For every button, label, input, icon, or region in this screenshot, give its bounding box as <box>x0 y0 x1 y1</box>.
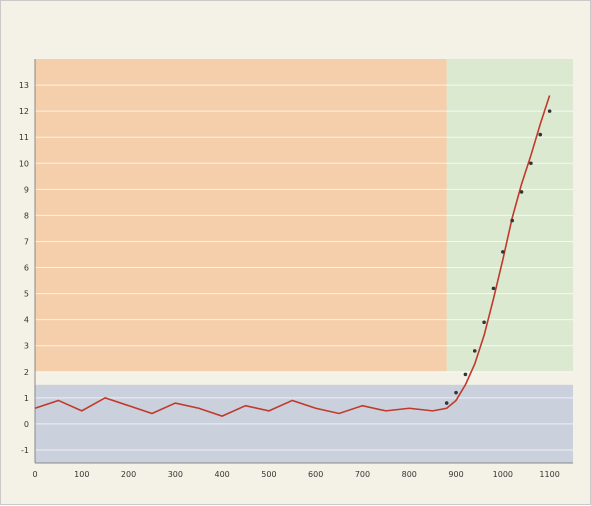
y-tick-label: 4 <box>24 316 29 325</box>
x-tick-label: 1000 <box>493 470 513 479</box>
y-tick-label: 6 <box>24 264 29 273</box>
x-tick-label: 100 <box>74 470 89 479</box>
series-point-1 <box>529 161 533 166</box>
x-tick-label: 700 <box>355 470 370 479</box>
series-point-1 <box>472 349 477 353</box>
series-point-1 <box>510 218 514 223</box>
series-point-1 <box>538 132 543 137</box>
y-tick-label: 3 <box>24 342 29 351</box>
y-tick-label: 5 <box>24 290 29 299</box>
y-tick-label: 10 <box>19 159 29 168</box>
series-point-1 <box>547 109 552 113</box>
series-point-1 <box>501 250 505 254</box>
x-tick-label: 1100 <box>539 470 559 479</box>
y-tick-label: 0 <box>24 420 29 429</box>
x-tick-label: 400 <box>214 470 229 479</box>
x-tick-label: 0 <box>32 470 37 479</box>
y-tick-label: 12 <box>19 107 29 116</box>
x-tick-label: 800 <box>402 470 417 479</box>
y-tick-label: 8 <box>24 211 29 220</box>
y-tick-label: 9 <box>24 185 29 194</box>
x-tick-label: 200 <box>121 470 136 479</box>
y-tick-label: -1 <box>21 446 29 455</box>
y-tick-label: 2 <box>24 368 29 377</box>
y-tick-label: 7 <box>24 237 29 246</box>
series-point-1 <box>491 286 496 291</box>
x-tick-label: 900 <box>448 470 463 479</box>
y-tick-label: 11 <box>19 133 29 142</box>
x-tick-label: 500 <box>261 470 276 479</box>
x-tick-label: 600 <box>308 470 323 479</box>
y-tick-label: 13 <box>19 81 29 90</box>
series-point-1 <box>444 401 449 405</box>
series-point-1 <box>463 372 468 377</box>
series-point-1 <box>519 190 524 194</box>
y-tick-label: 1 <box>24 394 29 403</box>
series-point-1 <box>482 320 486 325</box>
series-point-1 <box>454 390 458 395</box>
x-tick-label: 300 <box>168 470 183 479</box>
